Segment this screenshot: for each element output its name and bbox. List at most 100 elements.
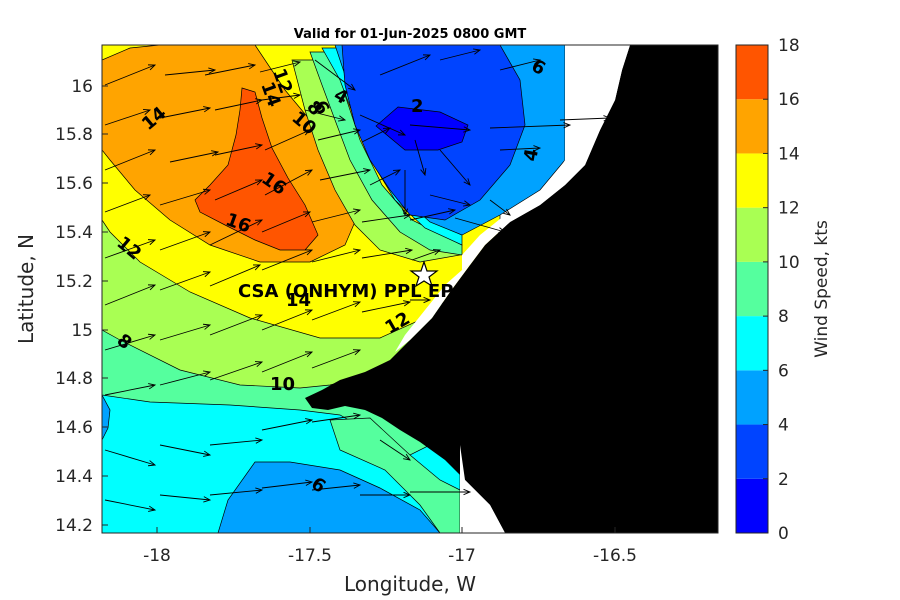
wind-arrow-head (463, 488, 472, 496)
colorbar-tick-label: 12 (778, 199, 800, 219)
wind-arrow (264, 169, 313, 196)
wind-arrow-head (382, 127, 392, 134)
wind-arrow-head (353, 482, 362, 489)
coastline-strip-3 (565, 45, 630, 165)
wind-arrow-head (202, 231, 212, 238)
x-axis: -18 -17.5 -17 -16.5 Longitude, W (143, 527, 637, 596)
wind-arrow (311, 484, 361, 491)
wind-arrow-head (392, 169, 402, 176)
wind-arrow (261, 249, 313, 271)
colorbar-frame (735, 44, 769, 534)
wind-arrow (489, 124, 571, 129)
colorbar-segment (736, 424, 768, 479)
wind-arrow-head (304, 249, 314, 256)
wind-arrow-head (293, 60, 302, 67)
x-tick-label: -18 (143, 546, 171, 566)
wind-arrow-head (352, 301, 362, 308)
wind-arrow-head (211, 150, 220, 157)
wind-arrow-head (353, 208, 362, 215)
wind-arrow-head (302, 211, 312, 218)
plot-area: 14 12 14 6 8 10 4 2 6 4 16 16 12 14 12 8… (102, 45, 718, 533)
wind-arrow (204, 64, 256, 76)
x-tick-label: -16.5 (593, 546, 637, 566)
wind-arrow-head (463, 200, 472, 207)
wind-arrow-head (405, 247, 414, 255)
colorbar-segment (736, 207, 768, 262)
y-tick-label: 14.6 (55, 418, 93, 438)
colorbar-segment (736, 99, 768, 154)
wind-arrow (104, 449, 156, 466)
wind-arrow (361, 301, 411, 313)
wind-arrow (214, 99, 263, 111)
wind-arrow-head (533, 58, 542, 65)
wind-arrow-head (420, 167, 427, 177)
wind-arrow-head (463, 178, 471, 186)
wind-arrow-head (497, 227, 507, 234)
wind-arrow-head (603, 115, 612, 122)
wind-arrow (359, 114, 406, 136)
wind-arrow-head (255, 437, 264, 444)
wind-arrow (261, 351, 313, 373)
wind-arrow (261, 309, 313, 331)
colorbar-segment (736, 45, 768, 100)
coastline-strip-4 (460, 445, 505, 533)
wind-arrow (104, 109, 151, 126)
wind-arrow (264, 129, 311, 151)
wind-arrow-head (304, 169, 314, 176)
wind-arrow-head (203, 496, 212, 503)
wind-arrow (261, 211, 311, 233)
wind-arrow-head (147, 460, 157, 467)
colorbar-title: Wind Speed, kts (812, 220, 832, 358)
wind-arrow-head (142, 194, 152, 201)
wind-arrow (311, 349, 361, 369)
wind-arrow (159, 494, 211, 501)
wind-arrow (454, 217, 506, 233)
wind-arrow (414, 139, 426, 176)
wind-arrow (104, 239, 156, 259)
wind-arrow-head (148, 383, 157, 390)
map-title: Valid for 01-Jun-2025 0800 GMT (294, 27, 527, 42)
wind-arrow (159, 189, 211, 206)
wind-arrow (104, 284, 156, 306)
y-tick-label: 15.4 (55, 223, 93, 243)
wind-arrow-head (403, 212, 412, 220)
wind-arrow-head (203, 450, 212, 457)
wind-arrow (159, 231, 211, 251)
contour-label: 10 (270, 374, 295, 395)
wind-arrow-head (304, 309, 314, 316)
wind-arrow (209, 489, 263, 496)
site-label: CSA (ONHYM) PPL EP (238, 281, 453, 302)
wind-arrow-head (353, 128, 362, 135)
colorbar-tick-label: 2 (778, 470, 789, 490)
wind-arrow-head (403, 300, 412, 307)
wind-arrow (311, 249, 361, 263)
wind-arrow-head (254, 314, 264, 321)
wind-arrow-head (147, 149, 157, 156)
y-axis: 16 15.8 15.6 15.4 15.2 15 14.8 14.6 14.4… (14, 77, 108, 536)
wind-arrow (361, 249, 413, 259)
colorbar-tick-label: 14 (778, 144, 800, 164)
wind-arrow (209, 314, 263, 336)
wind-arrow-head (142, 109, 152, 115)
wind-arrow (409, 209, 456, 221)
wind-arrow (489, 199, 511, 216)
wind-arrow-head (147, 239, 157, 246)
wind-arrow-head (202, 188, 212, 195)
wind-arrow-head (208, 67, 217, 74)
wind-arrow-head (363, 168, 372, 175)
wind-arrow (169, 151, 219, 163)
wind-arrow (209, 219, 263, 246)
wind-arrow (499, 59, 541, 71)
colorbar-segment (736, 261, 768, 317)
wind-arrow-head (305, 418, 314, 425)
wind-arrow (439, 49, 481, 61)
band-west-4-6 (102, 394, 111, 441)
wind-arrow-head (401, 208, 409, 217)
wind-arrow-head (348, 83, 356, 91)
wind-arrow-head (305, 479, 314, 486)
wind-arrow (159, 371, 211, 386)
colorbar-tick-label: 18 (778, 36, 800, 56)
wind-arrow (214, 144, 263, 156)
x-axis-title: Longitude, W (344, 572, 476, 596)
wind-arrow (499, 147, 541, 151)
